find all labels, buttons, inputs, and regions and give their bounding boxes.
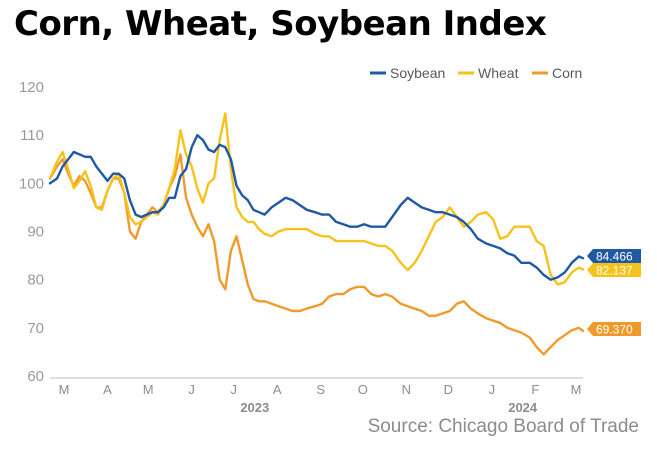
x-tick-label: A: [103, 382, 112, 397]
legend-label-corn: Corn: [552, 65, 582, 81]
legend-label-wheat: Wheat: [478, 65, 519, 81]
end-label-tag-corn: [587, 322, 641, 336]
y-tick-label: 90: [27, 224, 44, 241]
x-tick-label: J: [188, 382, 195, 397]
x-tick-label: F: [531, 382, 539, 397]
end-label-tag-wheat: [587, 263, 641, 277]
x-tick-label: J: [489, 382, 496, 397]
y-tick-label: 60: [27, 368, 44, 385]
chart-title: Corn, Wheat, Soybean Index: [14, 4, 547, 44]
y-tick-label: 110: [20, 127, 44, 144]
y-tick-label: 120: [19, 79, 44, 96]
x-tick-label: A: [273, 382, 282, 397]
x-axis-ticks: M A M J J A S O N D J F M 2023 2024: [59, 382, 582, 415]
y-tick-label: 70: [27, 320, 44, 337]
end-value-label-wheat: 82.137: [596, 264, 633, 278]
end-value-label-corn: 69.370: [596, 323, 633, 337]
x-tick-label: M: [143, 382, 154, 397]
end-value-label-soybean: 84.466: [596, 250, 633, 264]
series-line-soybean: [48, 133, 585, 281]
y-tick-label: 100: [19, 175, 44, 192]
y-axis-ticks: 60 70 80 90 100 110 120: [19, 79, 44, 385]
source-note: Source: Chicago Board of Trade: [367, 416, 639, 437]
x-tick-label: O: [358, 382, 368, 397]
x-tick-label: J: [230, 382, 237, 397]
series-lines: [48, 112, 585, 356]
x-tick-label: M: [59, 382, 70, 397]
x-tick-label: D: [444, 382, 453, 397]
year-label: 2024: [508, 400, 538, 415]
series-line-wheat: [48, 112, 585, 286]
y-tick-label: 80: [27, 272, 44, 289]
x-tick-label: S: [316, 382, 325, 397]
series-line-corn: [48, 153, 585, 356]
year-label: 2023: [240, 400, 269, 415]
x-tick-label: N: [402, 382, 411, 397]
x-tick-label: M: [571, 382, 582, 397]
legend-label-soybean: Soybean: [390, 65, 445, 81]
end-label-tag-soybean: [587, 249, 641, 263]
legend: Soybean Wheat Corn: [370, 65, 582, 81]
